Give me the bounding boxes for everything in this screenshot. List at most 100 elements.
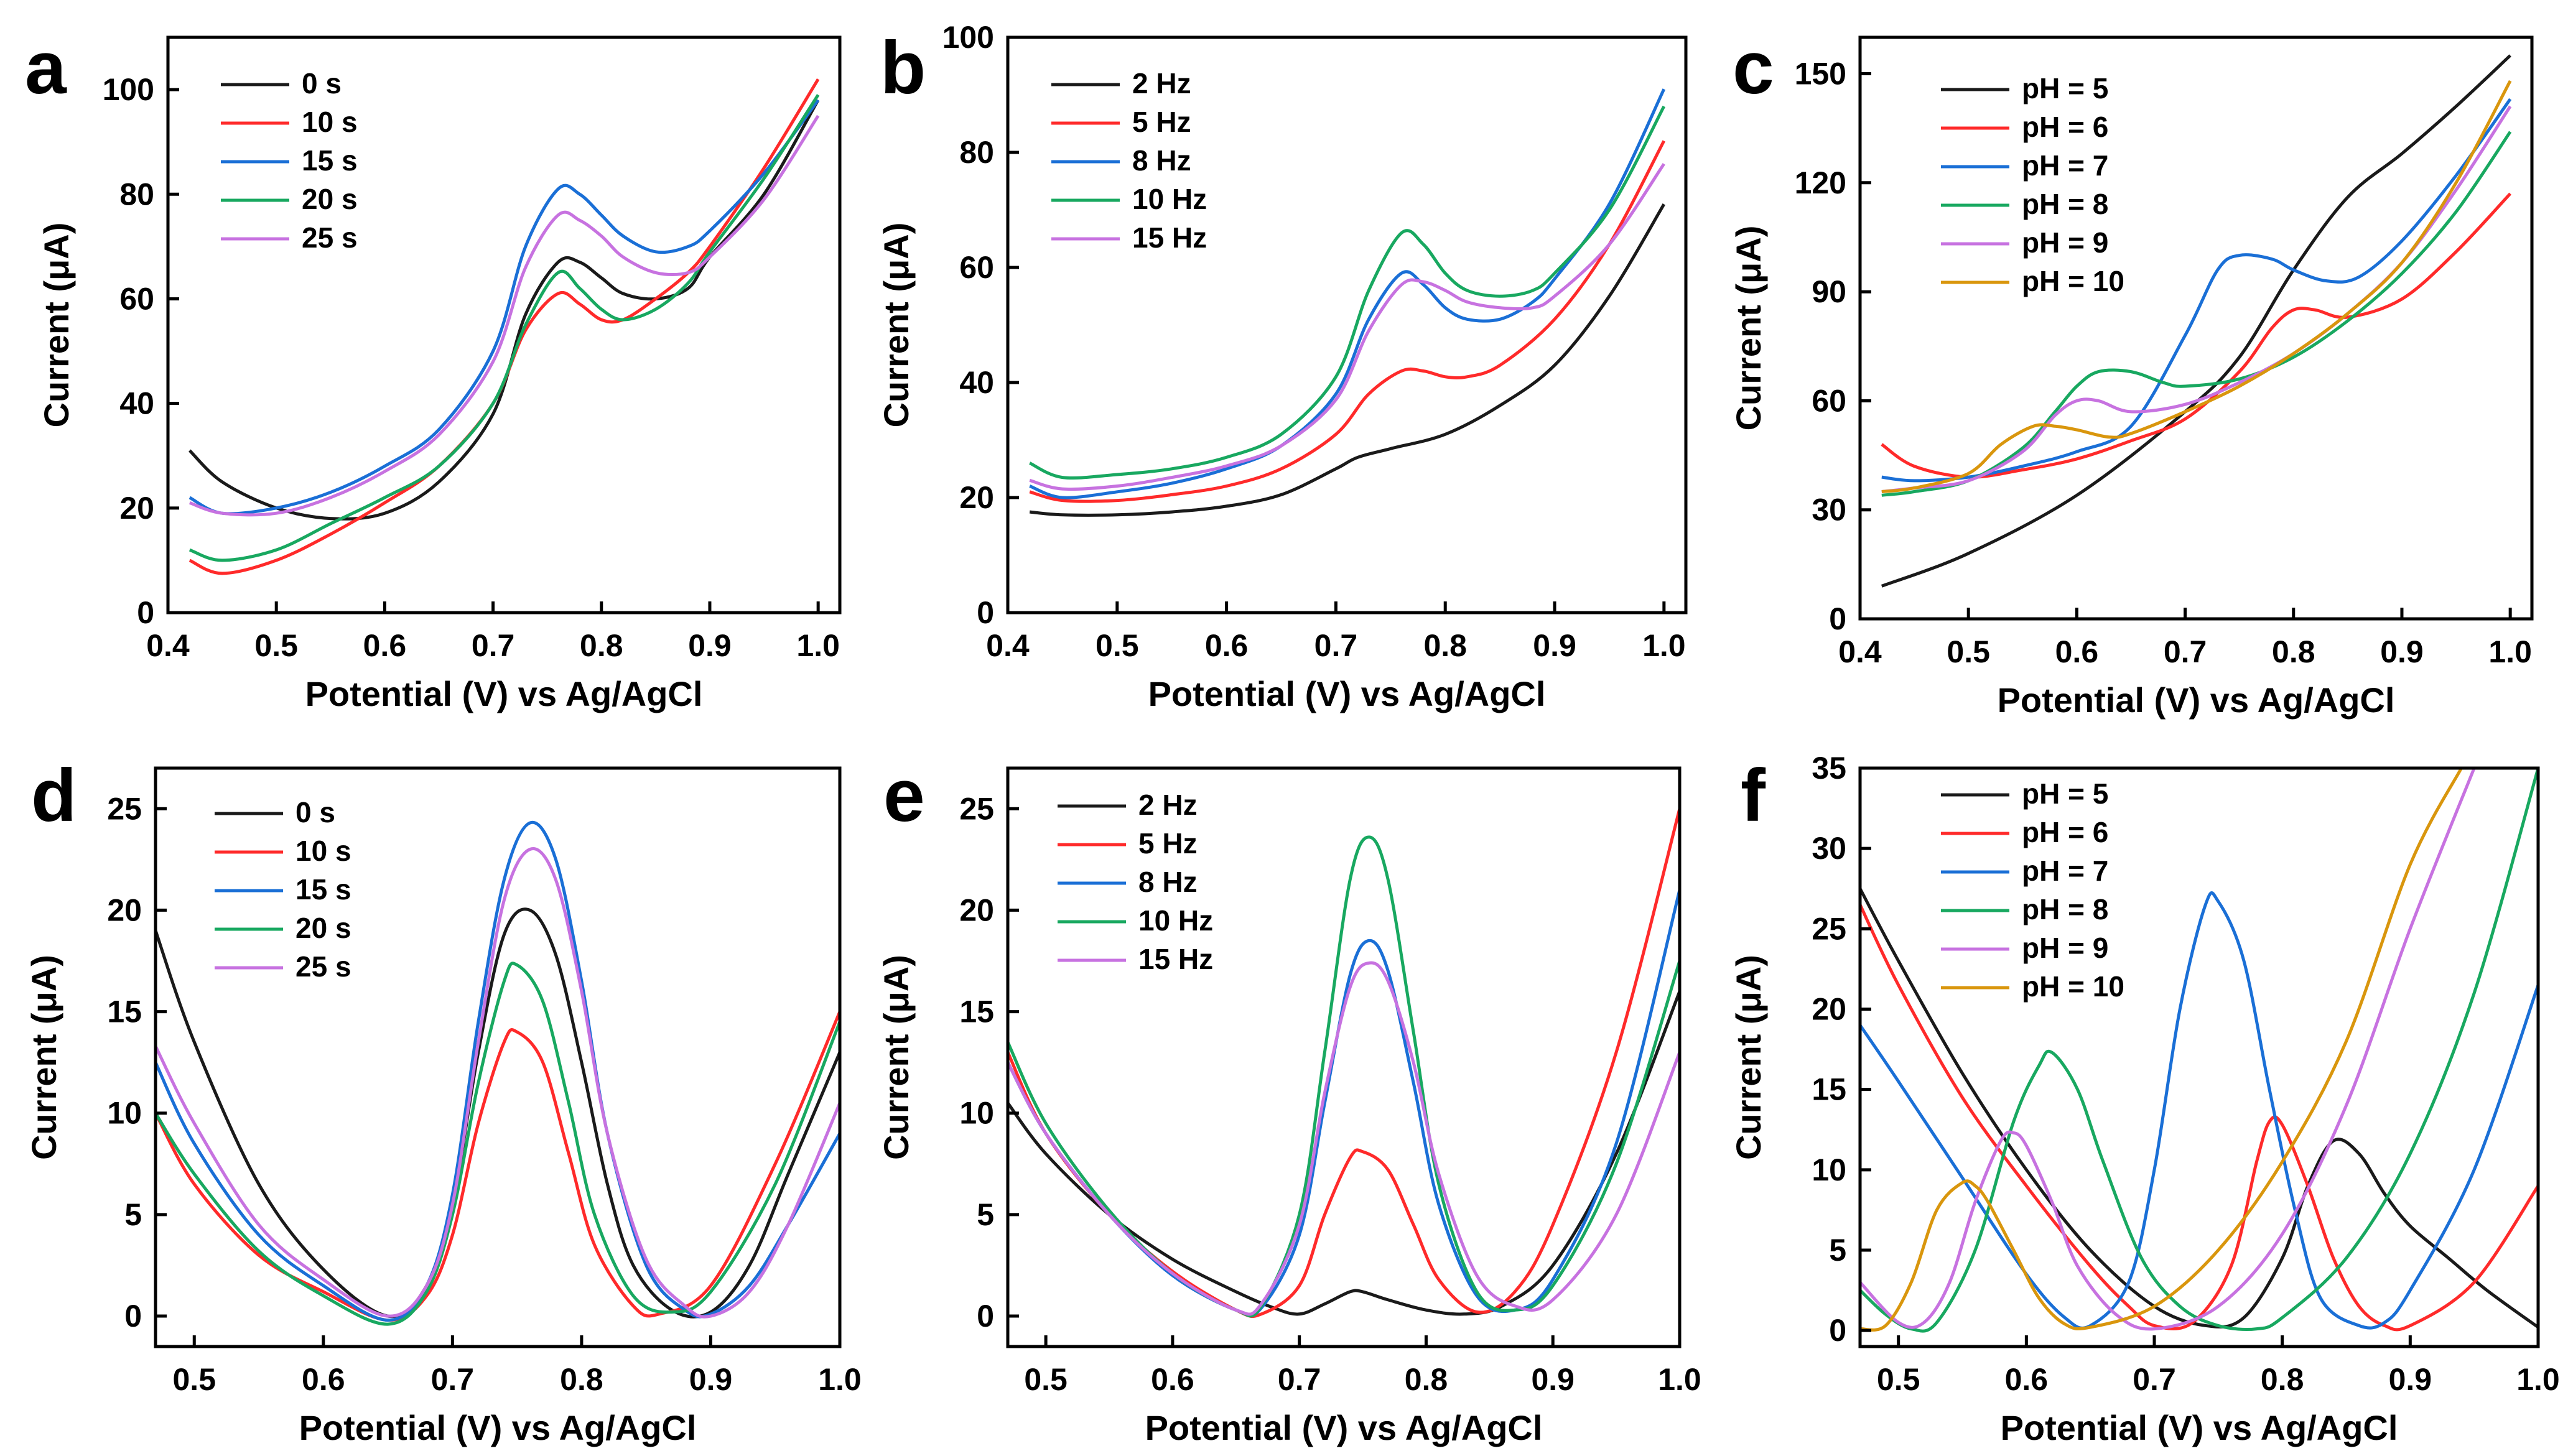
series-line-20-s <box>156 962 840 1326</box>
y-axis-label: Current (μA) <box>37 223 76 428</box>
y-tick-label: 0 <box>977 595 994 630</box>
x-tick-label: 0.7 <box>431 1362 475 1397</box>
x-axis-label: Potential (V) vs Ag/AgCl <box>1145 1408 1543 1447</box>
plot-frame <box>1006 35 1688 614</box>
series-line-10-s <box>156 1011 840 1322</box>
legend: pH = 5 pH = 6 pH = 7 pH = 8 pH = 9 pH = 10 <box>1941 72 2124 297</box>
legend-label: 10 s <box>302 106 358 138</box>
y-tick-label: 20 <box>959 480 994 515</box>
legend: 0 s 10 s 15 s 20 s 25 s <box>215 796 351 983</box>
y-tick-label: 80 <box>959 135 994 170</box>
legend-label: pH = 5 <box>2022 777 2108 810</box>
series-line-25-s <box>188 114 820 517</box>
series-line-15-hz <box>1008 961 1680 1316</box>
x-tick-label: 0.9 <box>689 1362 733 1397</box>
y-tick-label: 0 <box>137 595 154 630</box>
y-tick-label: 30 <box>1812 831 1846 866</box>
x-tick-label: 0.4 <box>986 628 1030 663</box>
series-line-15-hz <box>1029 163 1665 491</box>
x-tick-label: 0.5 <box>1947 634 1990 669</box>
x-tick-label: 0.9 <box>2380 634 2424 669</box>
y-axis-label: Current (μA) <box>1729 955 1768 1160</box>
legend-label: 15 Hz <box>1138 943 1213 975</box>
x-tick-label: 0.6 <box>302 1362 345 1397</box>
x-tick-label: 0.7 <box>2133 1362 2176 1397</box>
x-tick-label: 0.6 <box>1205 628 1249 663</box>
legend-label: pH = 10 <box>2022 265 2124 297</box>
panel-c: 0.4 0.5 0.6 0.7 0.8 0.9 1.0 0 30 60 90 120 150 Potent… <box>1729 26 2534 720</box>
legend-label: pH = 9 <box>2022 932 2108 964</box>
y-axis-label: Current (μA) <box>877 955 916 1160</box>
y-tick-label: 40 <box>959 365 994 400</box>
y-tick-label: 60 <box>119 281 154 316</box>
x-tick-label: 0.5 <box>1096 628 1139 663</box>
plot-frame <box>154 766 842 1348</box>
series-line-8-hz <box>1029 88 1666 499</box>
panel-d: 0.5 0.6 0.7 0.8 0.9 1.0 0 5 10 15 20 25 Potential (V… <box>24 754 862 1447</box>
legend-label: 2 Hz <box>1138 789 1198 821</box>
series-line-2-hz <box>1008 990 1680 1316</box>
series-line-ph-9 <box>1881 105 2512 493</box>
panel-letter-b: b <box>880 26 926 109</box>
series-group <box>1860 768 2538 1333</box>
legend-label: 0 s <box>302 67 342 100</box>
y-tick-label: 100 <box>942 20 994 55</box>
legend-label: 8 Hz <box>1138 866 1198 898</box>
x-tick-label: 0.6 <box>2055 634 2099 669</box>
x-tick-label: 1.0 <box>796 628 840 663</box>
y-tick-label: 30 <box>1812 493 1846 527</box>
y-tick-label: 60 <box>959 250 994 285</box>
y-tick-label: 150 <box>1795 56 1846 91</box>
y-tick-label: 0 <box>977 1299 994 1333</box>
y-tick-label: 120 <box>1795 165 1846 200</box>
series-line-ph-9 <box>1860 768 2476 1331</box>
x-axis-label: Potential (V) vs Ag/AgCl <box>305 674 703 713</box>
x-tick-label: 1.0 <box>2488 634 2532 669</box>
legend-label: 10 Hz <box>1138 904 1213 937</box>
y-tick-label: 40 <box>119 386 154 421</box>
series-line-ph-7 <box>1881 98 2512 483</box>
y-tick-label: 10 <box>1812 1152 1846 1187</box>
y-tick-label: 25 <box>107 791 142 826</box>
x-tick-label: 0.8 <box>580 628 623 663</box>
plot-frame <box>166 35 842 614</box>
legend-label: pH = 7 <box>2022 149 2108 182</box>
series-group <box>1029 88 1666 517</box>
series-line-ph-5 <box>1860 888 2538 1329</box>
series-line-ph-7 <box>1860 891 2538 1330</box>
y-tick-label: 25 <box>959 791 994 826</box>
x-tick-label: 0.9 <box>1533 628 1576 663</box>
x-tick-label: 1.0 <box>1642 628 1686 663</box>
y-tick-label: 5 <box>1829 1233 1846 1268</box>
y-tick-label: 60 <box>1812 383 1846 418</box>
series-line-ph-10 <box>1881 80 2512 493</box>
series-line-2-hz <box>1029 203 1665 517</box>
series-line-ph-6 <box>1860 904 2538 1332</box>
x-tick-label: 0.7 <box>472 628 515 663</box>
y-axis-label: Current (μA) <box>24 955 63 1160</box>
x-axis-label: Potential (V) vs Ag/AgCl <box>1998 680 2395 720</box>
series-group <box>188 78 820 575</box>
panel-letter-f: f <box>1741 754 1766 837</box>
panel-letter-c: c <box>1733 26 1774 109</box>
x-axis-label: Potential (V) vs Ag/AgCl <box>2001 1408 2398 1447</box>
legend-label: pH = 9 <box>2022 226 2108 259</box>
legend-label: pH = 8 <box>2022 188 2108 220</box>
y-tick-label: 15 <box>959 995 994 1029</box>
x-tick-label: 0.7 <box>1278 1362 1321 1397</box>
series-line-10-s <box>188 78 820 575</box>
panel-letter-a: a <box>25 26 67 109</box>
legend-label: 2 Hz <box>1132 67 1191 100</box>
y-tick-label: 10 <box>107 1096 142 1131</box>
panel-letter-e: e <box>883 754 925 837</box>
panel-letter-d: d <box>31 754 77 837</box>
y-tick-label: 0 <box>1829 1313 1846 1348</box>
legend-label: 8 Hz <box>1132 144 1191 177</box>
x-tick-label: 0.5 <box>1877 1362 1920 1397</box>
series-line-ph-8 <box>1881 131 2512 497</box>
series-group <box>1008 808 1680 1319</box>
legend: 2 Hz 5 Hz 8 Hz 10 Hz 15 Hz <box>1058 789 1213 975</box>
x-tick-label: 0.8 <box>2272 634 2315 669</box>
y-axis-label: Current (μA) <box>877 223 916 428</box>
x-tick-label: 0.9 <box>2389 1362 2432 1397</box>
